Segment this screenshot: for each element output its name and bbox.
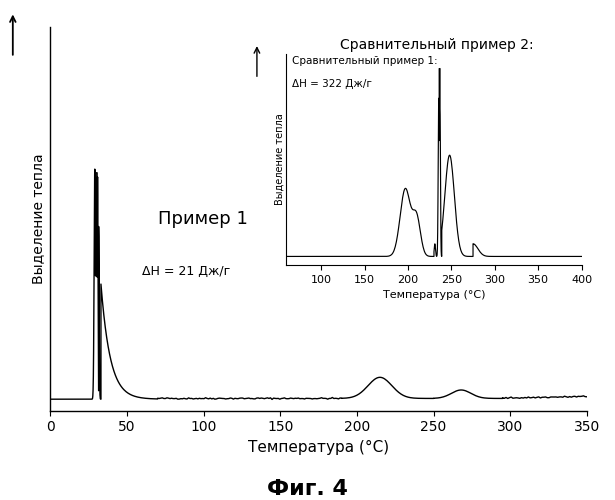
Text: Фиг. 4: Фиг. 4 xyxy=(267,479,348,499)
Text: ΔH = 126 Дж/г: ΔH = 126 Дж/г xyxy=(340,69,446,83)
Text: Пример 1: Пример 1 xyxy=(157,210,248,228)
Text: Сравнительный пример 2:: Сравнительный пример 2: xyxy=(340,38,534,52)
Y-axis label: Выделение тепла: Выделение тепла xyxy=(31,154,45,284)
Text: ΔH = 21 Дж/г: ΔH = 21 Дж/г xyxy=(141,265,230,278)
X-axis label: Температура (°C): Температура (°C) xyxy=(248,440,389,455)
